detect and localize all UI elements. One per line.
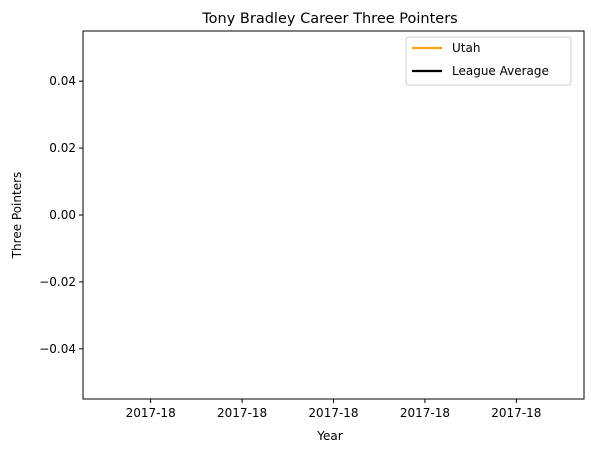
x-tick-label: 2017-18 bbox=[491, 406, 541, 420]
legend-box bbox=[405, 36, 572, 86]
y-tick-label: 0.04 bbox=[49, 74, 76, 88]
x-axis-label: Year bbox=[316, 429, 342, 443]
y-tick-label: 0.02 bbox=[49, 141, 76, 155]
legend-label-league-average: League Average bbox=[452, 64, 549, 78]
y-tick-label: −0.04 bbox=[39, 342, 76, 356]
legend-label-utah: Utah bbox=[452, 41, 480, 55]
y-axis: −0.04 −0.02 0.00 0.02 0.04 bbox=[39, 74, 83, 356]
y-axis-label: Three Pointers bbox=[10, 172, 24, 260]
x-tick-label: 2017-18 bbox=[308, 406, 358, 420]
x-axis: 2017-18 2017-18 2017-18 2017-18 2017-18 bbox=[126, 399, 541, 420]
chart-title: Tony Bradley Career Three Pointers bbox=[201, 11, 457, 27]
x-tick-label: 2017-18 bbox=[126, 406, 176, 420]
x-tick-label: 2017-18 bbox=[400, 406, 450, 420]
x-tick-label: 2017-18 bbox=[217, 406, 267, 420]
plot-area bbox=[82, 30, 585, 400]
legend: Utah League Average bbox=[405, 36, 572, 86]
y-tick-label: 0.00 bbox=[49, 208, 76, 222]
y-tick-label: −0.02 bbox=[39, 275, 76, 289]
